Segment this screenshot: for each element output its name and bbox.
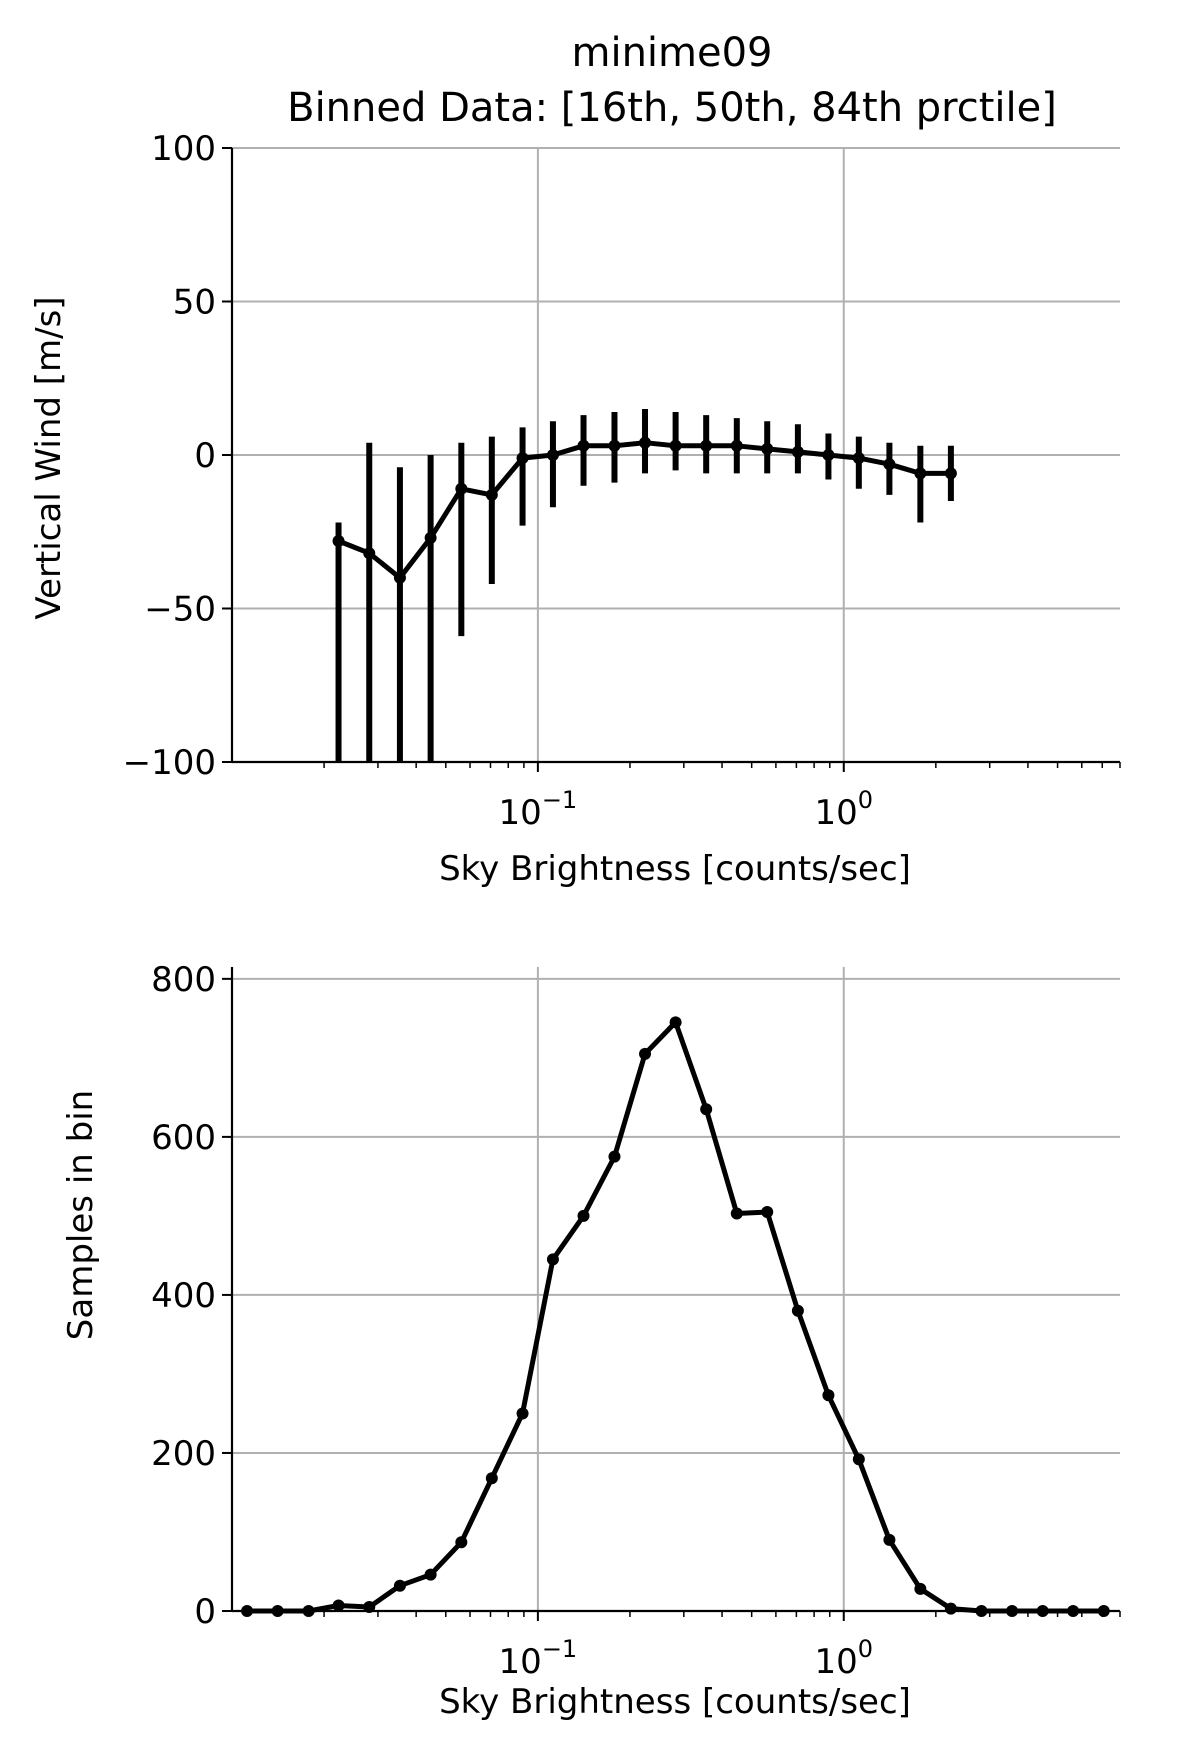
y-tick-label: −100 (123, 743, 216, 783)
data-point (485, 488, 498, 501)
data-marks (241, 1016, 1110, 1617)
data-point (639, 1047, 652, 1060)
x-tick-label: 10−1 (499, 1635, 578, 1682)
y-tick-label: 600 (151, 1118, 216, 1158)
x-tick-label: 100 (814, 1635, 873, 1682)
data-point (669, 1016, 682, 1029)
y-tick-label: 50 (173, 283, 216, 323)
data-point (546, 449, 559, 461)
axes: −100 −50 0 50 100 10−1 100 (123, 129, 1121, 833)
data-point (791, 1304, 804, 1317)
data-point (883, 458, 896, 471)
data-point (700, 1103, 713, 1116)
data-point (516, 1407, 529, 1420)
data-point (393, 571, 406, 584)
data-point (332, 534, 345, 547)
y-axis-label: Vertical Wind [m/s] (29, 296, 69, 619)
y-tick-label: 400 (151, 1276, 216, 1316)
grid-lines (232, 967, 1120, 1612)
samples-panel: 0 200 400 600 800 10−1 100 Sky Brightness [cou… (61, 960, 1121, 1722)
y-tick-label: 100 (151, 129, 216, 169)
data-point (761, 1205, 774, 1218)
data-point (424, 1568, 437, 1581)
y-tick-label: 0 (194, 1592, 216, 1632)
data-point (852, 452, 865, 465)
data-point (883, 1533, 896, 1546)
data-point (791, 445, 804, 458)
data-point (332, 1599, 345, 1612)
x-tick-label: 100 (814, 786, 873, 833)
data-point (944, 1602, 957, 1615)
data-point (852, 1453, 865, 1466)
y-tick-label: 800 (151, 960, 216, 1000)
data-point (761, 442, 774, 455)
data-point (914, 1582, 927, 1595)
data-point (485, 1472, 498, 1485)
data-point (639, 436, 652, 449)
vertical-wind-panel: −100 −50 0 50 100 10−1 100 Sky Brightness [cou… (29, 129, 1121, 889)
data-point (608, 1150, 621, 1163)
y-tick-label: −50 (144, 590, 216, 630)
x-axis-label: Sky Brightness [counts/sec] (439, 849, 911, 889)
y-tick-label: 0 (194, 436, 216, 476)
data-point (546, 1253, 559, 1266)
axes: 0 200 400 600 800 10−1 100 (151, 960, 1121, 1682)
y-tick-label: 200 (151, 1434, 216, 1474)
data-point (516, 452, 529, 465)
data-point (730, 439, 743, 452)
data-point (577, 439, 590, 452)
chart-title: minime09 (571, 30, 772, 76)
data-point (822, 1389, 835, 1402)
data-point (577, 1209, 590, 1222)
data-point (424, 531, 437, 544)
data-point (914, 467, 927, 480)
data-point (669, 439, 682, 452)
data-point (393, 1579, 406, 1592)
data-marks (332, 408, 957, 762)
data-point (363, 547, 376, 560)
chart-subtitle: Binned Data: [16th, 50th, 84th prctile] (287, 85, 1057, 131)
data-point (455, 482, 468, 495)
data-point (455, 1536, 468, 1549)
x-axis-label: Sky Brightness [counts/sec] (439, 1682, 911, 1722)
data-point (944, 467, 957, 480)
data-point (822, 449, 835, 461)
data-point (608, 439, 621, 452)
x-tick-label: 10−1 (499, 786, 578, 833)
data-point (700, 439, 713, 452)
data-point (730, 1207, 743, 1220)
series-line (247, 1019, 1104, 1614)
y-axis-label: Samples in bin (61, 1090, 101, 1340)
